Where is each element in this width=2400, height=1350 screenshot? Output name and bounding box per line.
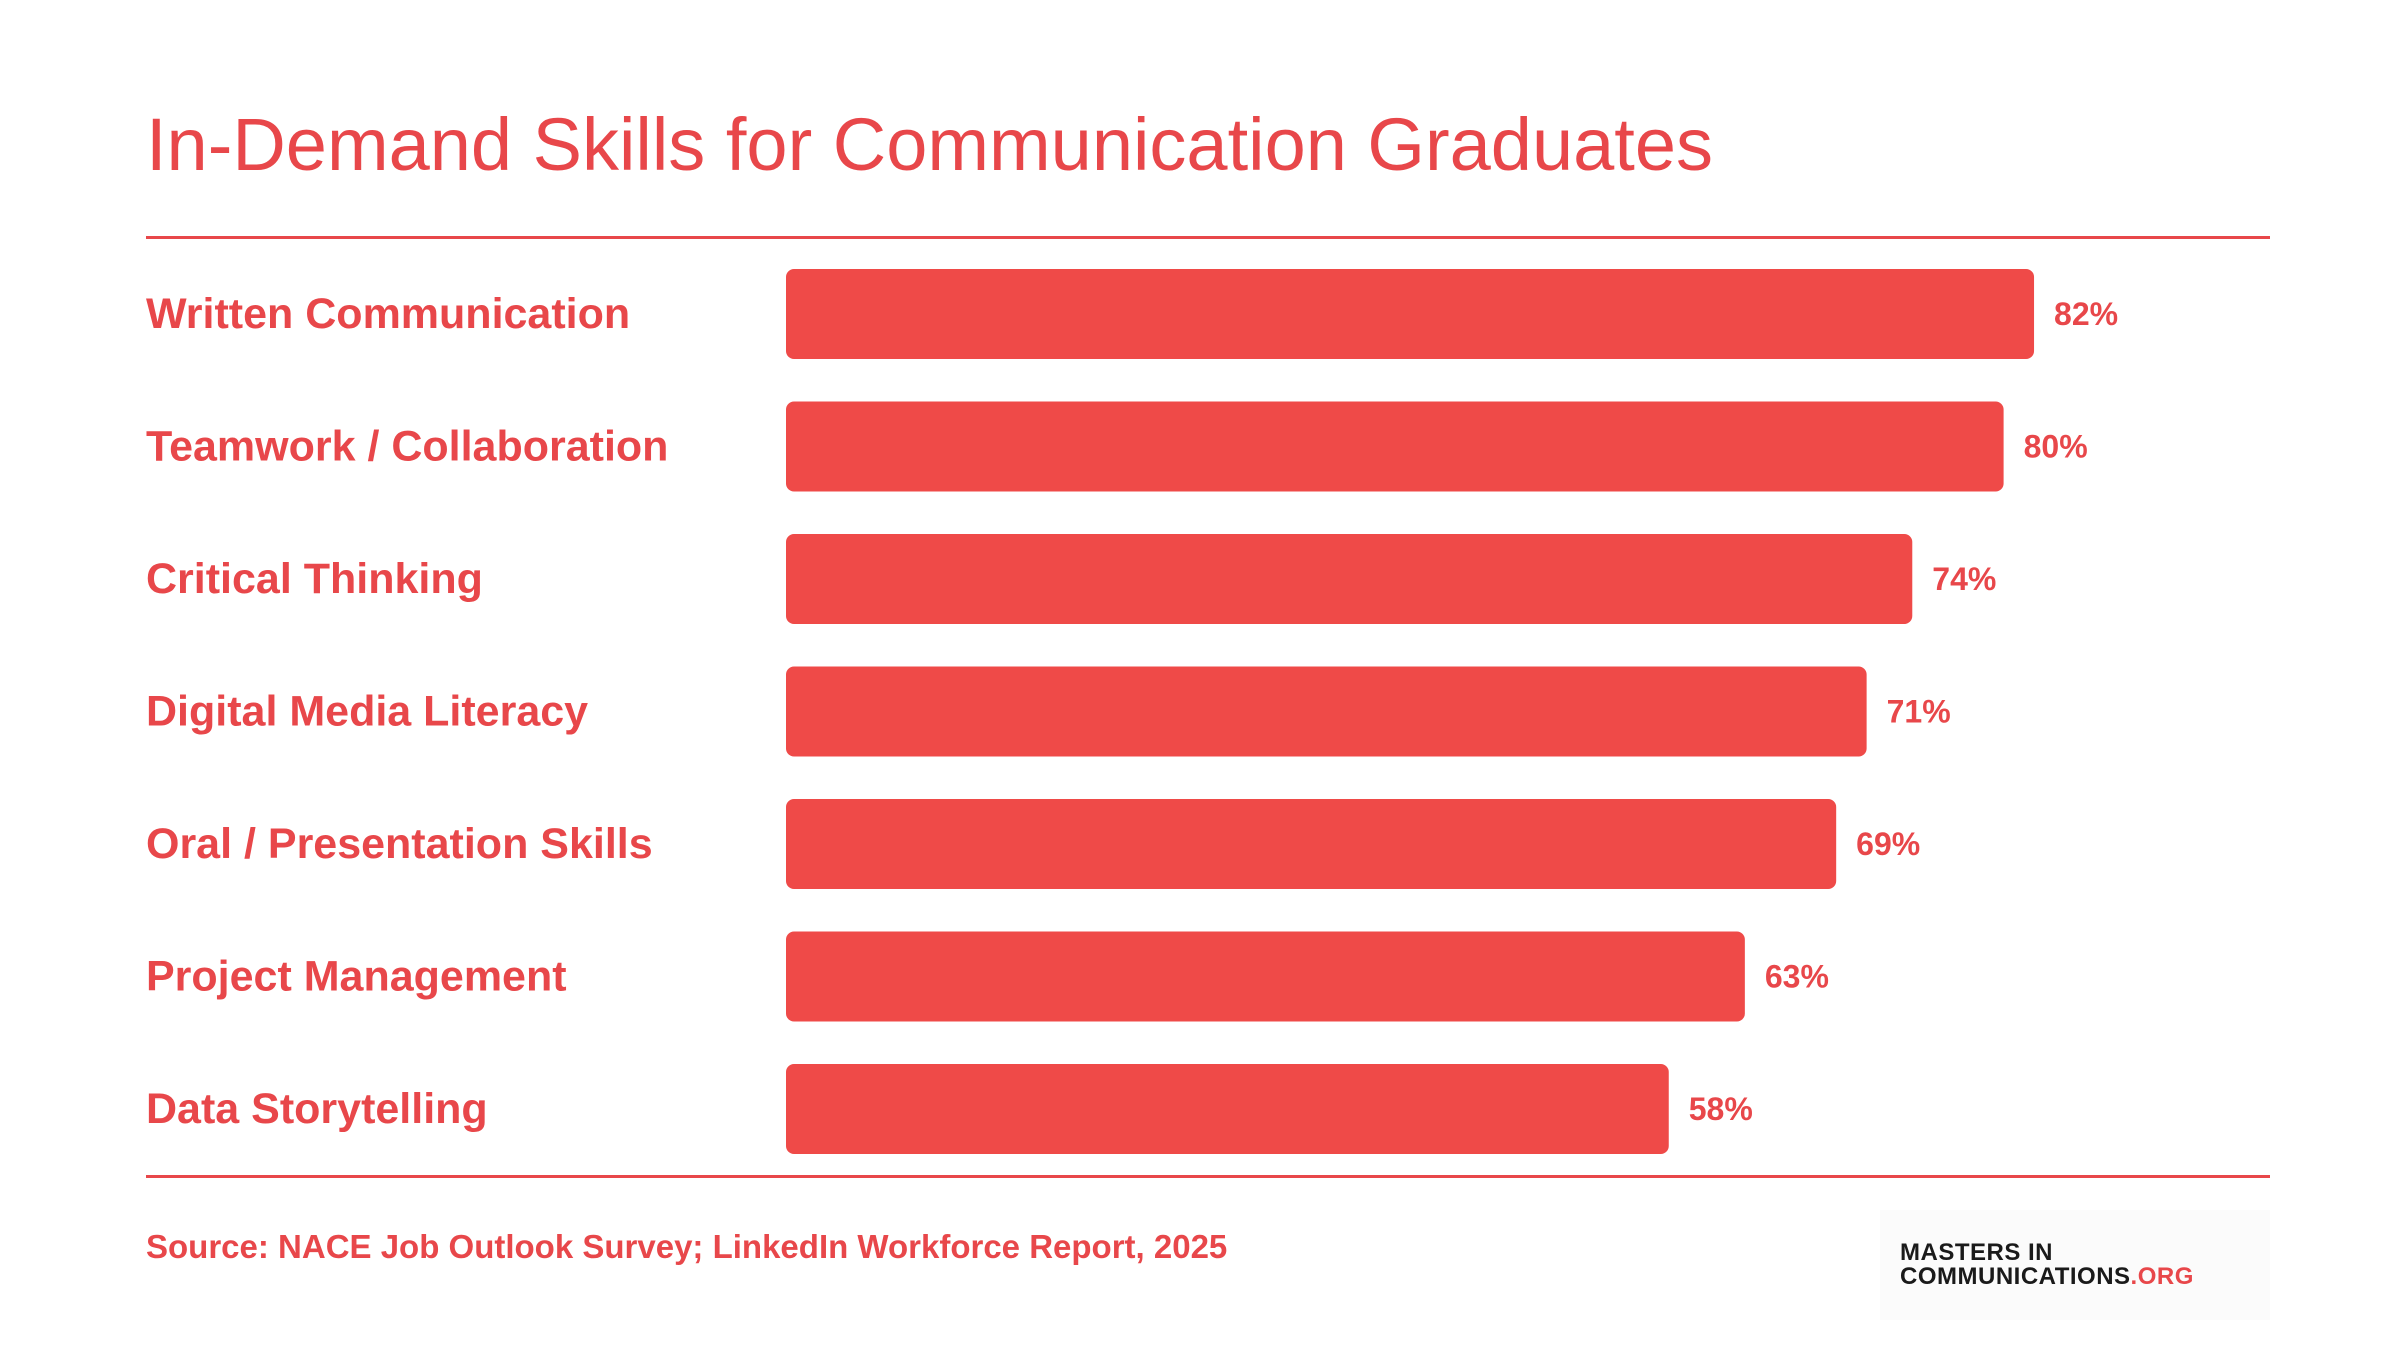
value-label: 74% (1932, 561, 1996, 597)
category-label: Project Management (146, 953, 567, 1001)
bar (786, 269, 2035, 359)
chart-title: In-Demand Skills for Communication Gradu… (146, 103, 1713, 186)
bar (786, 401, 2004, 492)
brand-logo: MASTERS IN COMMUNICATIONS.ORG (1880, 1210, 2270, 1320)
category-label: Critical Thinking (146, 555, 483, 603)
value-label: 69% (1856, 826, 1920, 862)
logo-suffix: .ORG (2130, 1263, 2194, 1290)
value-label: 63% (1765, 959, 1829, 995)
category-label: Teamwork / Collaboration (146, 423, 668, 471)
bar (786, 534, 1913, 624)
bar (786, 799, 1837, 889)
category-label: Data Storytelling (146, 1085, 488, 1133)
category-label: Written Communication (146, 290, 630, 338)
top-divider (146, 236, 2270, 239)
logo-word: COMMUNICATIONS (1900, 1263, 2131, 1290)
bottom-divider (146, 1175, 2270, 1178)
category-label: Oral / Presentation Skills (146, 820, 653, 868)
value-label: 80% (2024, 429, 2088, 465)
bar (786, 1064, 1669, 1154)
value-label: 71% (1887, 694, 1951, 730)
value-label: 82% (2054, 296, 2118, 332)
logo-line-1: MASTERS IN (1900, 1239, 2054, 1266)
logo-line-2: COMMUNICATIONS.ORG (1900, 1265, 2270, 1289)
value-label: 58% (1689, 1091, 1753, 1127)
bar (786, 666, 1867, 757)
source-note: Source: NACE Job Outlook Survey; LinkedI… (146, 1228, 1228, 1265)
category-label: Digital Media Literacy (146, 688, 588, 736)
bar (786, 931, 1745, 1022)
